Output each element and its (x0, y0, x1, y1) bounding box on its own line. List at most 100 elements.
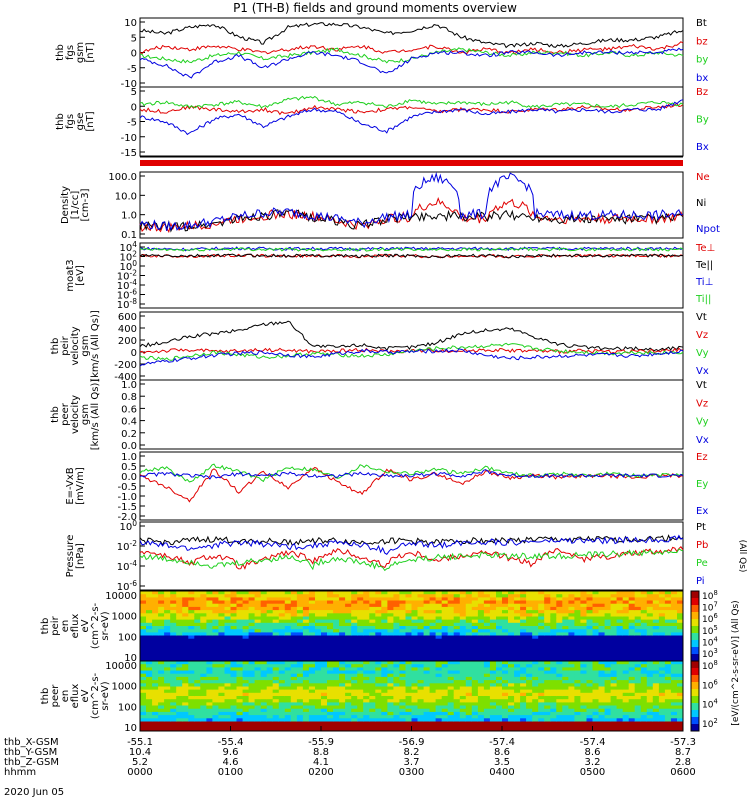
spectrogram-cell (333, 689, 340, 694)
spectrogram-cell (284, 648, 292, 652)
spectrogram-cell (652, 673, 660, 678)
spectrogram-cell (465, 645, 473, 649)
spectrogram-cell (604, 689, 612, 694)
spectrogram-cell (339, 606, 346, 611)
spectrogram-cell (272, 600, 280, 605)
spectrogram-cell (532, 641, 539, 646)
spectrogram-cell (508, 591, 515, 595)
spectrogram-cell (212, 711, 219, 716)
spectrogram-cell (652, 654, 660, 659)
spectrogram-cell (489, 680, 497, 684)
spectrogram-cell (586, 664, 593, 668)
spectrogram-cell (508, 603, 515, 608)
spectrogram-cell (677, 600, 684, 605)
spectrogram-cell (429, 721, 437, 726)
spectrogram-cell (230, 715, 237, 719)
spectrogram-cell (152, 673, 159, 678)
spectrogram-cell (399, 676, 406, 681)
spectrogram-cell (604, 683, 612, 687)
spectrogram-cell (580, 699, 587, 703)
spectrogram-cell (375, 692, 382, 697)
spectrogram-cell (333, 705, 340, 710)
spectrogram-cell (634, 702, 642, 707)
spectrogram-cell (284, 673, 292, 678)
spectrogram-cell (586, 718, 593, 722)
x-row-label: hhmm (4, 767, 36, 778)
legend-entry: Ex (696, 506, 708, 517)
spectrogram-cell (308, 702, 316, 707)
spectrogram-cell (194, 718, 201, 722)
spectrogram-cell (502, 654, 509, 659)
spectrogram-cell (321, 699, 328, 703)
spectrogram-cell (351, 721, 358, 726)
spectrogram-cell (435, 702, 443, 707)
spectrogram-cell (514, 603, 521, 608)
spectrogram-cell (381, 616, 388, 621)
spectrogram-cell (194, 667, 201, 672)
spectrogram-cell (236, 689, 243, 694)
spectrogram-cell (321, 600, 328, 605)
spectrogram-cell (568, 597, 575, 602)
colorbar-step (691, 689, 699, 697)
spectrogram-cell (610, 673, 618, 678)
spectrogram-cell (302, 651, 310, 656)
spectrogram-cell (447, 727, 455, 732)
spectrogram-cell (224, 683, 231, 687)
spectrogram-cell (321, 619, 328, 624)
spectrogram-cell (628, 661, 636, 665)
spectrogram-cell (200, 645, 207, 649)
spectrogram-cell (278, 705, 286, 710)
spectrogram-cell (634, 673, 642, 678)
spectrogram-cell (441, 696, 449, 700)
spectrogram-cell (405, 632, 412, 637)
colorbar-step (691, 633, 699, 641)
spectrogram-cell (230, 705, 237, 710)
spectrogram-cell (176, 626, 183, 630)
spectrogram-cell (363, 699, 370, 703)
spectrogram-cell (248, 654, 256, 659)
spectrogram-cell (568, 705, 575, 710)
spectrogram-cell (327, 680, 334, 684)
spectrogram-cell (477, 696, 485, 700)
spectrogram-cell (640, 686, 648, 691)
spectrogram-cell (327, 676, 334, 681)
y-axis-label: peer (60, 402, 71, 426)
spectrogram-cell (218, 708, 225, 713)
spectrogram-cell (146, 619, 153, 624)
spectrogram-cell (502, 616, 509, 621)
spectrogram-cell (514, 664, 521, 668)
spectrogram-cell (351, 610, 358, 614)
spectrogram-cell (562, 721, 569, 726)
spectrogram-cell (616, 600, 624, 605)
spectrogram-cell (514, 606, 521, 611)
spectrogram-cell (562, 654, 569, 659)
spectrogram-cell (345, 591, 352, 595)
spectrogram-cell (176, 594, 183, 598)
spectrogram-cell (423, 689, 431, 694)
spectrogram-cell (586, 692, 593, 697)
spectrogram-cell (369, 680, 376, 684)
spectrogram-cell (429, 718, 437, 722)
spectrogram-cell (658, 683, 666, 687)
spectrogram-cell (598, 619, 605, 624)
spectrogram-cell (405, 711, 412, 716)
spectrogram-cell (628, 657, 636, 662)
spectrogram-cell (315, 648, 322, 652)
spectrogram-cell (230, 664, 237, 668)
spectrogram-cell (218, 727, 225, 732)
spectrogram-cell (538, 718, 545, 722)
spectrogram-cell (164, 591, 171, 595)
spectrogram-cell (272, 635, 280, 640)
spectrogram-cell (652, 600, 660, 605)
spectrogram-cell (514, 683, 521, 687)
spectrogram-cell (610, 721, 618, 726)
spectrogram-cell (417, 613, 424, 617)
spectrogram-cell (242, 721, 250, 726)
spectrogram-cell (399, 629, 406, 633)
spectrogram-cell (218, 676, 225, 681)
spectrogram-cell (351, 667, 358, 672)
spectrogram-cell (508, 654, 515, 659)
spectrogram-cell (586, 715, 593, 719)
spectrogram-cell (423, 692, 431, 697)
spectrogram-cell (568, 721, 575, 726)
